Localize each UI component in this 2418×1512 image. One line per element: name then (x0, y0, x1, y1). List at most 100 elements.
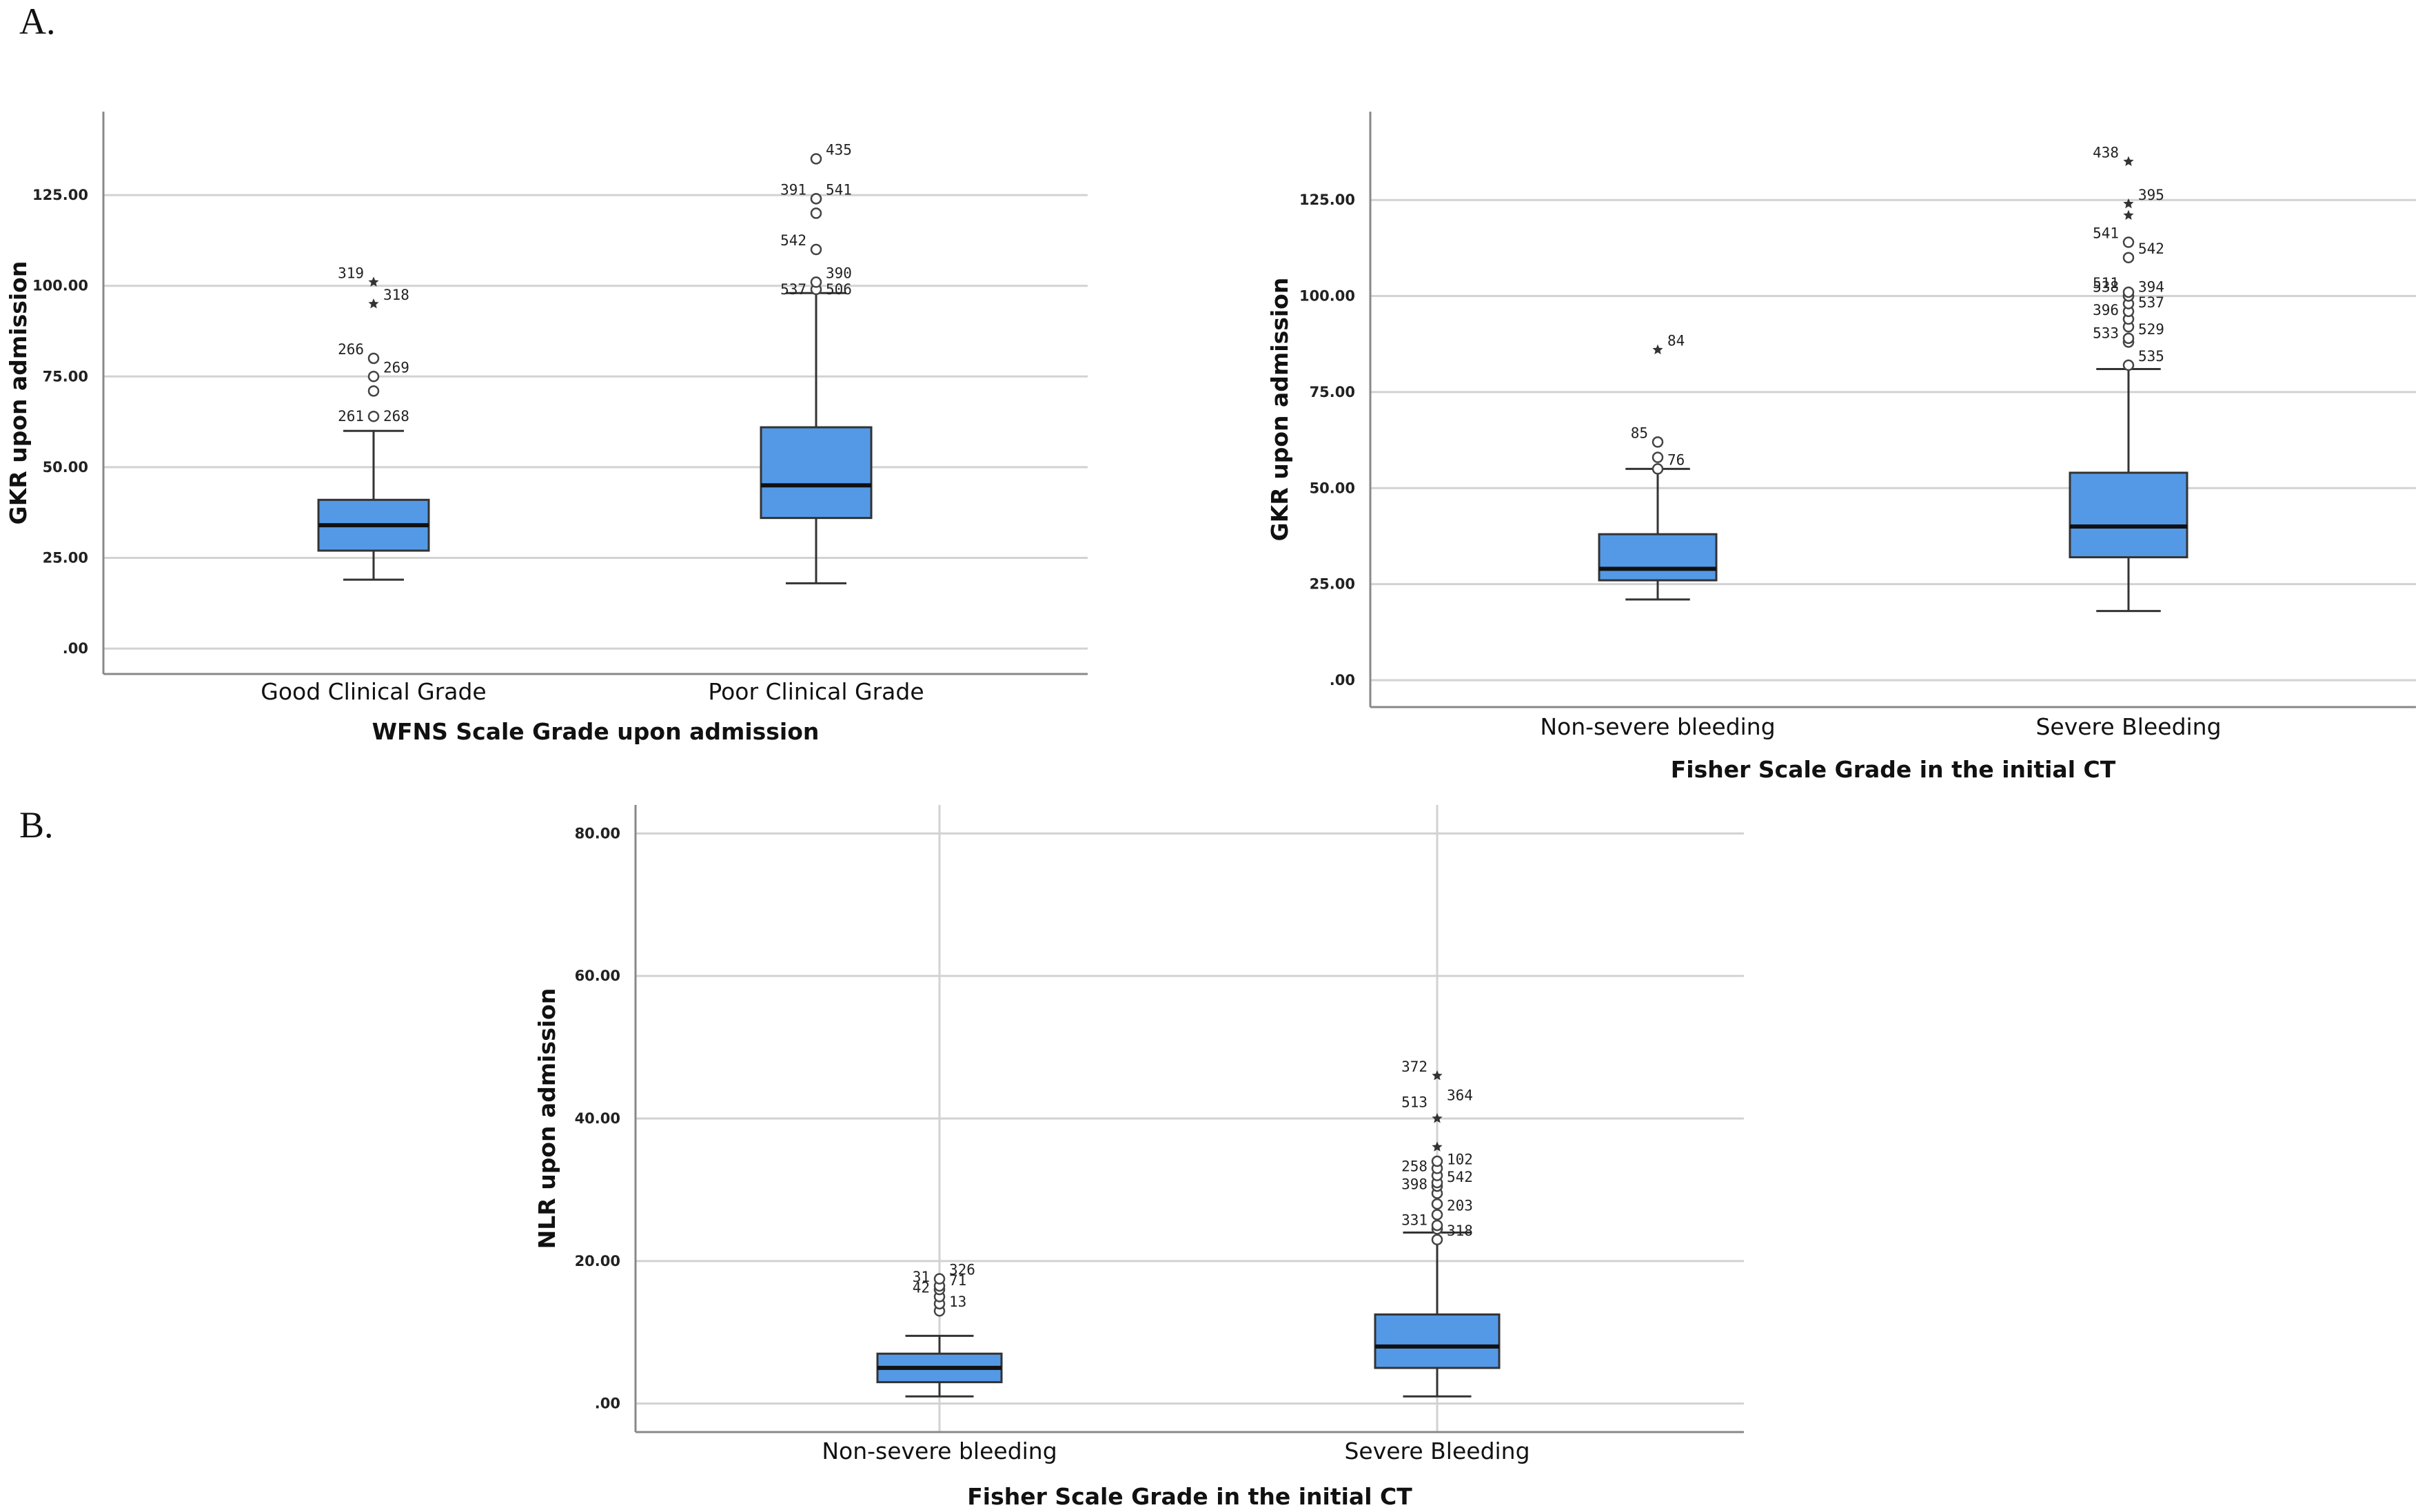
y-tick-label: 75.00 (43, 368, 88, 385)
y-tick-label: 50.00 (43, 459, 88, 476)
extreme-point (1432, 1113, 1443, 1123)
outlier-label: 268 (383, 408, 409, 425)
outlier-point (1431, 1234, 1443, 1246)
outlier-label: 71 (949, 1272, 966, 1289)
x-category-label: Severe Bleeding (2035, 713, 2221, 740)
outlier-point (810, 243, 822, 256)
outlier-point (1431, 1219, 1443, 1232)
extreme-point (1432, 1141, 1443, 1152)
outlier-point (2122, 236, 2135, 248)
outlier-label: 331 (1401, 1212, 1428, 1228)
outlier-label: 511 (2093, 275, 2119, 292)
outlier-label: 542 (1447, 1169, 1473, 1185)
outlier-label: 85 (1631, 425, 1648, 441)
extreme-point (2123, 198, 2134, 209)
x-category-label: Good Clinical Grade (261, 678, 487, 705)
x-axis-title: Fisher Scale Grade in the initial CT (1671, 756, 2116, 783)
outlier-point (810, 193, 822, 205)
outlier-label: 438 (2093, 144, 2119, 161)
x-category-label: Non-severe bleeding (822, 1438, 1057, 1464)
iqr-box (2069, 471, 2188, 559)
outlier-point (1431, 1209, 1443, 1220)
outlier-point (1431, 1155, 1443, 1167)
outlier-point (1652, 463, 1664, 475)
box-0: 13 42 71 31 326 (876, 1262, 1003, 1398)
outlier-label: 258 (1401, 1158, 1428, 1175)
outlier-label: 529 (2138, 321, 2164, 338)
y-tick-label: 75.00 (1310, 384, 1355, 400)
extreme-point (2123, 156, 2134, 166)
panel-label-b: B. (19, 804, 54, 846)
extreme-point (368, 298, 379, 309)
y-axis-title: GKR upon admission (1266, 278, 1293, 542)
outlier-label: 435 (826, 141, 852, 158)
x-axis-title: Fisher Scale Grade in the initial CT (967, 1483, 1412, 1510)
y-tick-label: 25.00 (43, 550, 88, 566)
outlier-label: 538 (2093, 279, 2119, 296)
outlier-label: 394 (2138, 279, 2164, 296)
iqr-box (760, 426, 873, 520)
y-tick-label: 100.00 (32, 278, 88, 294)
outlier-label: 203 (1447, 1198, 1473, 1214)
y-tick-label: 40.00 (575, 1110, 620, 1127)
x-axis-title: WFNS Scale Grade upon admission (372, 718, 820, 745)
outlier-label: 537 (2138, 294, 2164, 311)
outlier-label: 372 (1401, 1059, 1428, 1075)
outlier-label: 390 (826, 265, 852, 281)
outlier-label: 542 (2138, 241, 2164, 257)
y-tick-label: 80.00 (575, 825, 620, 841)
outlier-label: 76 (1667, 451, 1685, 468)
outlier-label: 319 (338, 265, 364, 281)
outlier-point (810, 276, 822, 288)
outlier-label: 398 (1401, 1176, 1428, 1193)
outlier-label: 506 (826, 281, 852, 298)
outlier-label: 513 (1401, 1094, 1428, 1111)
y-tick-label: .00 (1330, 672, 1355, 688)
box-0: 76 85 84 (1598, 333, 1718, 601)
outlier-label: 364 (1447, 1087, 1473, 1103)
outlier-label: 396 (2093, 302, 2119, 318)
y-tick-label: 60.00 (575, 968, 620, 984)
y-axis-title: GKR upon admission (5, 261, 32, 525)
extreme-point (368, 276, 379, 287)
outlier-point (367, 385, 380, 397)
outlier-label: 541 (826, 181, 852, 198)
outlier-point (2122, 252, 2135, 264)
extreme-point (1652, 344, 1663, 355)
y-tick-label: 25.00 (1310, 576, 1355, 593)
outlier-label: 318 (383, 287, 409, 303)
panel-label-a: A. (19, 1, 56, 42)
y-tick-label: 125.00 (32, 187, 88, 203)
outlier-point (2122, 359, 2135, 371)
y-tick-label: 100.00 (1299, 288, 1355, 305)
outlier-label: 266 (338, 341, 364, 358)
extreme-point (2123, 210, 2134, 220)
outlier-label: 542 (780, 232, 806, 249)
box-1: 535 533 529 396 537 538 394 511 542 541 395 438 (2069, 144, 2188, 613)
outlier-point (367, 410, 380, 422)
outlier-point (810, 153, 822, 165)
outlier-point (810, 207, 822, 219)
outlier-label: 318 (1447, 1223, 1473, 1239)
outlier-label: 84 (1667, 333, 1685, 349)
x-category-label: Severe Bleeding (1344, 1438, 1530, 1464)
y-tick-label: 125.00 (1299, 192, 1355, 208)
y-tick-label: .00 (595, 1396, 620, 1412)
outlier-label: 42 (913, 1280, 930, 1296)
y-axis-title: NLR upon admission (534, 988, 560, 1249)
outlier-point (1652, 451, 1664, 463)
outlier-label: 102 (1447, 1151, 1473, 1167)
outlier-label: 541 (2093, 225, 2119, 242)
outlier-label: 535 (2138, 348, 2164, 365)
outlier-label: 31 (913, 1269, 930, 1285)
outlier-label: 537 (780, 281, 806, 298)
y-tick-label: 50.00 (1310, 480, 1355, 496)
outlier-label: 13 (949, 1294, 966, 1310)
extreme-point (1432, 1070, 1443, 1081)
outlier-point (1652, 436, 1664, 448)
